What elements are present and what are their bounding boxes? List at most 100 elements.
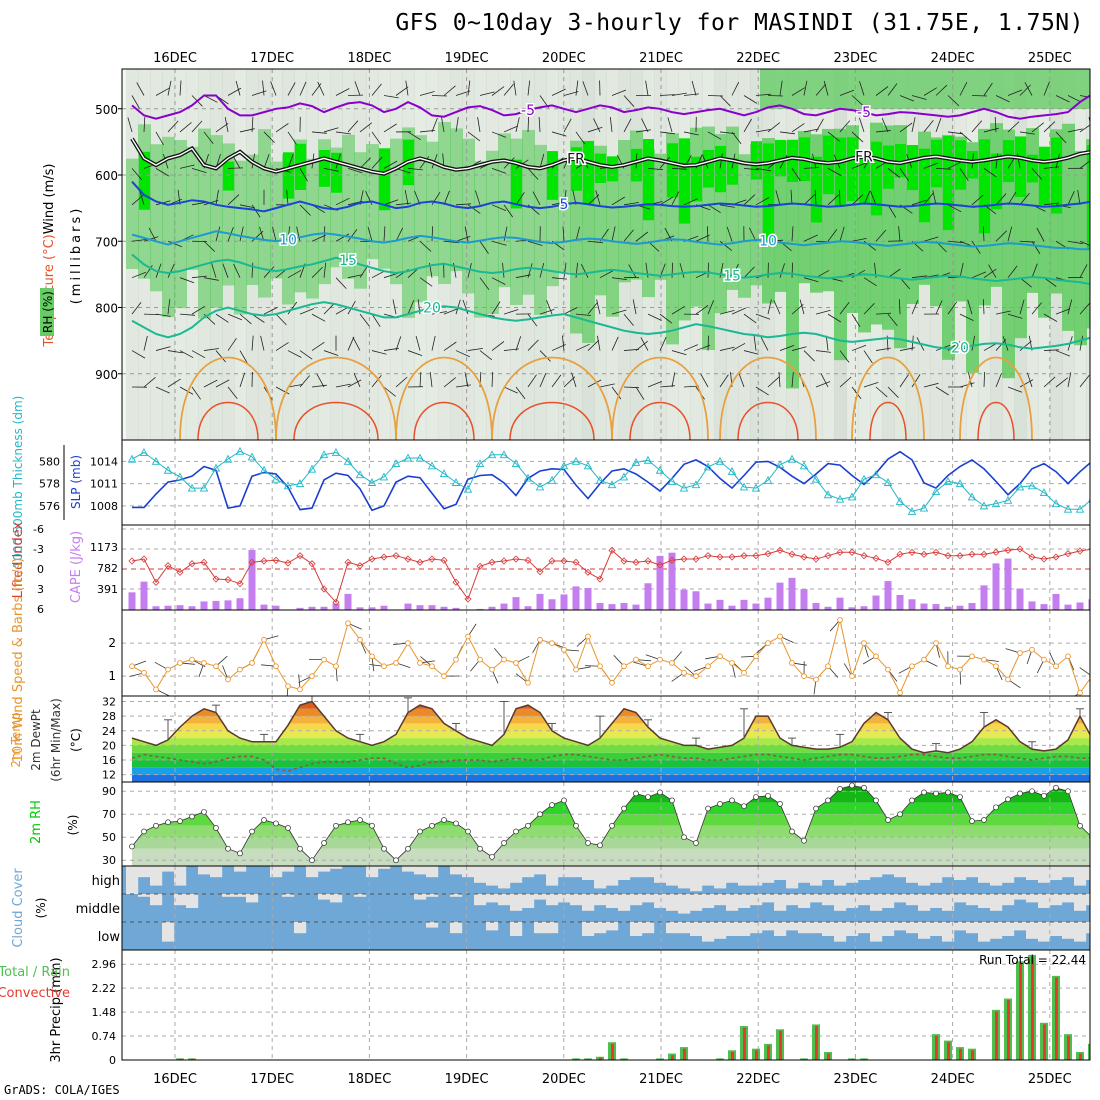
cloud-cell-high	[942, 866, 955, 878]
date-label-top: 19DEC	[445, 51, 489, 66]
wind-barb	[1055, 377, 1069, 388]
wind-point	[909, 663, 915, 670]
rh-point	[189, 813, 195, 820]
cloud-cell-low	[834, 922, 847, 942]
precip-run-total: Run Total = 22.44	[979, 953, 1086, 967]
wind-barb	[995, 310, 1011, 315]
thickness-point	[931, 486, 941, 495]
wind-barb	[767, 95, 784, 97]
wind-barb	[887, 204, 897, 218]
wind-barb	[1019, 299, 1025, 315]
ytick-rh: 30	[102, 854, 116, 867]
rh-cell-green	[246, 154, 259, 286]
wind-barb	[311, 313, 326, 322]
cape-bar	[788, 577, 796, 610]
wind-point	[333, 663, 339, 670]
hot-contour	[509, 401, 595, 440]
cloud-cell-low	[942, 922, 955, 942]
wind-barb	[803, 80, 808, 96]
rh-cell-bright	[895, 143, 906, 178]
rh2m-panel	[122, 782, 1090, 866]
wind-barb	[815, 381, 831, 388]
cloud-cell-low	[966, 922, 979, 934]
cloud-cell-low	[1014, 922, 1027, 931]
wind-barb	[1019, 84, 1031, 96]
rh-point	[1041, 792, 1047, 799]
wind-barb	[767, 299, 772, 315]
rh-point	[873, 797, 879, 804]
wind-barb	[911, 199, 927, 206]
rh-cell-green	[774, 156, 787, 292]
cloud-cell-high	[270, 866, 283, 878]
cape-bar	[320, 606, 328, 610]
wind-barb	[815, 309, 831, 315]
cape-bar	[848, 607, 856, 610]
li-point	[1052, 553, 1060, 561]
ytick-slp: 1011	[90, 478, 118, 491]
wind-barb	[270, 81, 277, 96]
rh-cell-bright	[955, 140, 966, 190]
wind-barb	[791, 262, 793, 278]
li-point	[1016, 545, 1024, 553]
wind-barb	[815, 350, 831, 353]
cape-bar	[740, 599, 748, 610]
wind-barb	[479, 91, 495, 96]
wind-point	[813, 676, 819, 683]
wind-barb	[503, 204, 514, 218]
wind-barb	[623, 202, 639, 206]
temp-band	[132, 708, 1090, 717]
cloud-cell-middle	[174, 894, 187, 906]
wind-barb	[215, 189, 219, 205]
wind-barb	[347, 336, 355, 351]
rh-cell-bright	[787, 139, 798, 183]
wind-point	[261, 636, 267, 643]
warm-contour	[179, 356, 277, 440]
wind-barb	[179, 313, 196, 316]
cloud-cell-middle	[918, 894, 931, 911]
cloud-cell-high	[1038, 866, 1051, 883]
cloud-cell-high	[450, 866, 463, 875]
wind-point	[1005, 676, 1011, 683]
wind-barb	[839, 120, 851, 133]
wind-barb	[167, 263, 175, 278]
cloud-cell-middle	[1026, 894, 1039, 903]
rh-point	[981, 817, 987, 823]
rh-cell-green	[1026, 128, 1039, 293]
cape-bar	[884, 581, 892, 610]
ytick-pressure: 700	[95, 235, 118, 249]
wind-barb	[825, 335, 829, 351]
li-point	[944, 552, 952, 560]
wind-barb	[335, 88, 350, 96]
wind-barb	[562, 226, 565, 242]
li-point	[176, 568, 184, 576]
wind-barb	[731, 307, 746, 315]
thickness-point	[199, 483, 209, 492]
cloud-cell-high	[546, 866, 559, 886]
li-point	[224, 576, 232, 584]
rh-cell-bright	[1051, 137, 1062, 214]
li-point	[1064, 550, 1072, 558]
temp-band	[132, 716, 1090, 724]
wind-barb	[299, 204, 311, 216]
li-point	[608, 546, 616, 554]
wind-point	[777, 633, 783, 640]
wind-barb	[859, 117, 865, 133]
cape-bar	[716, 599, 724, 610]
thickness-point	[1063, 504, 1073, 513]
wind-barb	[947, 204, 962, 213]
cloud-cell-low	[678, 922, 691, 934]
cloud-cell-high	[498, 866, 511, 889]
wind-barb	[683, 385, 700, 388]
wind-barb	[383, 386, 396, 397]
li-point	[320, 585, 328, 593]
wind-barb	[222, 263, 229, 278]
wind-barb	[347, 379, 362, 388]
thickness-point	[163, 465, 173, 474]
temp-band	[132, 752, 1090, 761]
wind-barb	[1055, 350, 1071, 357]
wind-barb	[755, 386, 769, 396]
cloud-cell-middle	[318, 894, 331, 900]
rh-point	[789, 828, 795, 835]
wind-barb	[749, 227, 757, 242]
cloud-cell-low	[810, 922, 823, 934]
